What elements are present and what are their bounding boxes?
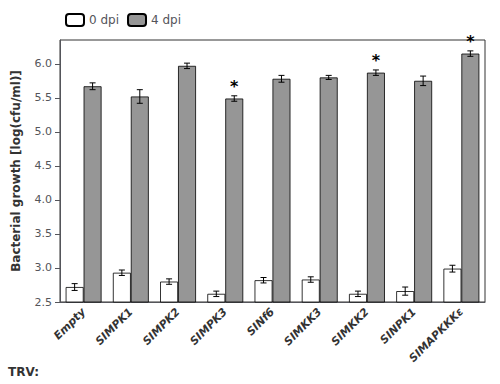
svg-text:TRV:: TRV: <box>8 365 39 379</box>
svg-text:SIMPK1: SIMPK1 <box>93 305 136 348</box>
svg-text:SINf6: SINf6 <box>244 305 277 338</box>
svg-text:4.5: 4.5 <box>35 159 53 172</box>
svg-text:3.0: 3.0 <box>35 261 53 274</box>
svg-text:5.0: 5.0 <box>35 125 53 138</box>
svg-text:SINPK1: SINPK1 <box>377 305 418 346</box>
svg-text:SIMAPKKKε: SIMAPKKKε <box>406 305 465 364</box>
svg-text:4.0: 4.0 <box>35 193 53 206</box>
svg-text:4 dpi: 4 dpi <box>151 13 181 27</box>
svg-text:*: * <box>230 77 239 96</box>
svg-text:6.0: 6.0 <box>35 57 53 70</box>
svg-text:SIMPK2: SIMPK2 <box>140 305 183 348</box>
svg-text:0 dpi: 0 dpi <box>89 13 119 27</box>
svg-text:SIMKK2: SIMKK2 <box>329 305 372 348</box>
svg-text:SIMPK3: SIMPK3 <box>187 305 230 348</box>
svg-text:*: * <box>372 51 381 70</box>
svg-text:Empty: Empty <box>51 305 89 343</box>
svg-text:*: * <box>466 32 475 51</box>
svg-text:3.5: 3.5 <box>35 227 53 240</box>
svg-text:SIMKK3: SIMKK3 <box>281 305 324 348</box>
svg-text:2.5: 2.5 <box>35 296 53 309</box>
svg-text:Bacterial growth [log(cfu/ml)]: Bacterial growth [log(cfu/ml)] <box>9 70 23 272</box>
svg-text:5.5: 5.5 <box>35 91 53 104</box>
